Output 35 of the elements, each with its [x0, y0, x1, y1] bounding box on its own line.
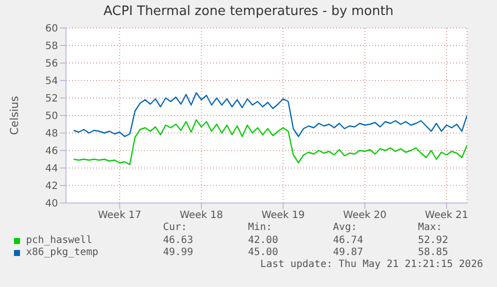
- text: 42.00: [248, 235, 278, 246]
- text: Avg:: [333, 222, 358, 233]
- y-tick-label: 56: [45, 58, 58, 70]
- x-tick-label: Week 19: [261, 210, 305, 222]
- chart-title: ACPI Thermal zone temperatures - by month: [102, 4, 395, 19]
- line-series: [73, 119, 467, 166]
- y-tick-label: 52: [45, 94, 58, 105]
- y-tick-label: 50: [45, 111, 58, 122]
- text: 46.74: [333, 235, 364, 246]
- y-axis-title: Celsius: [8, 96, 21, 135]
- text: 49.87: [333, 247, 364, 258]
- text: 45.00: [248, 247, 278, 258]
- text: 46.63: [163, 235, 194, 246]
- x-tick-label: Week 20: [343, 210, 386, 222]
- text: Last update: Thu May 21 21:21:15 2026: [260, 259, 483, 270]
- y-tick-label: 60: [45, 24, 58, 35]
- y-tick-label: 54: [45, 76, 58, 88]
- y-tick-label: 42: [45, 181, 58, 192]
- x-tick-label: Week 21: [424, 210, 468, 222]
- text: Min:: [248, 222, 272, 233]
- text: Cur:: [163, 222, 188, 233]
- y-tick-label: 40: [45, 198, 58, 210]
- text: Max:: [418, 222, 442, 233]
- y-tick-label: 58: [45, 41, 58, 52]
- x-tick-label: Week 18: [180, 210, 224, 222]
- text: 52.92: [418, 235, 448, 246]
- x-tick-label: Week 17: [98, 210, 142, 222]
- legend-label: pch_haswell: [26, 235, 92, 246]
- text: 58.85: [418, 247, 448, 258]
- y-tick-label: 46: [45, 146, 58, 158]
- y-tick-label: 44: [45, 164, 58, 175]
- legend-label: x86_pkg_temp: [26, 247, 98, 258]
- line-series: [73, 92, 467, 138]
- text: 49.99: [163, 247, 194, 258]
- y-tick-label: 48: [45, 128, 58, 140]
